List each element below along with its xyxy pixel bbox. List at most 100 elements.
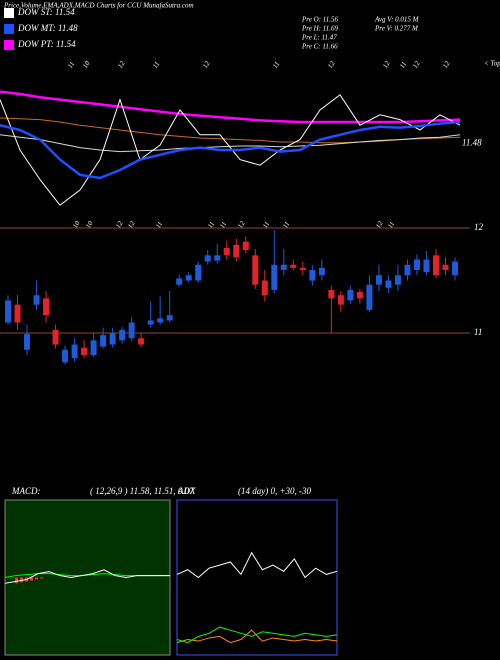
candle-body <box>195 264 202 281</box>
adx-label: ADX <box>177 486 196 496</box>
candle-body <box>157 318 164 323</box>
candle-body <box>413 259 420 270</box>
candle-body <box>261 280 268 296</box>
date-label: 12 <box>201 59 212 69</box>
date-label: 11 <box>151 60 161 70</box>
info-text: Pre L: 11.47 <box>301 34 337 42</box>
candle-body <box>404 264 411 276</box>
date-label: 12 <box>441 59 452 69</box>
y-tick-label: 11 <box>474 327 482 337</box>
date-label: 12 <box>236 219 247 229</box>
histogram-bar <box>15 577 18 584</box>
candle-body <box>394 275 401 285</box>
legend-swatch <box>4 24 14 34</box>
legend-label: DOW PT: 11.54 <box>17 39 76 49</box>
candle-body <box>90 340 97 356</box>
date-label: 10 <box>84 219 95 229</box>
candle-body <box>385 280 392 288</box>
info-text: Pre H: 11.69 <box>301 25 338 33</box>
page-title: Price,Volume,EMA,ADX,MACD Charts for CCU… <box>3 2 194 10</box>
info-text: Pre V: 0.277 M <box>374 25 419 33</box>
candle-body <box>204 255 211 262</box>
candle-body <box>271 264 278 290</box>
date-label: 12 <box>374 219 385 229</box>
candle-body <box>176 278 183 285</box>
candle-body <box>375 275 382 285</box>
date-label: 12 <box>116 59 127 69</box>
candle-body <box>5 300 11 323</box>
candle-body <box>290 264 297 268</box>
legend-swatch <box>4 40 14 50</box>
candle-body <box>166 315 173 321</box>
date-label: 11 <box>218 220 228 230</box>
candle-body <box>43 298 50 316</box>
date-label: 11 <box>154 220 164 230</box>
candle-body <box>318 267 325 276</box>
candle-body <box>100 335 107 347</box>
series-line <box>0 134 461 153</box>
candle-body <box>347 289 354 301</box>
candle-body <box>452 261 458 276</box>
date-label: 11 <box>66 60 76 70</box>
candle-body <box>119 329 126 341</box>
candle-body <box>356 292 363 299</box>
date-label: 11 <box>261 220 271 230</box>
date-label: 12 <box>114 219 125 229</box>
candle-body <box>128 322 135 339</box>
candle-body <box>214 255 221 261</box>
macd-params: ( 12,26,9 ) 11.58, 11.51, 0.07 <box>90 486 194 496</box>
date-label: 11 <box>281 220 291 230</box>
candle-body <box>366 284 373 310</box>
date-label: 12 <box>326 59 337 69</box>
candle-body <box>328 289 335 299</box>
series-line <box>0 90 461 124</box>
histogram-bar <box>30 577 33 581</box>
adx-params: (14 day) 0, +30, -30 <box>238 486 312 496</box>
series-line <box>0 94 461 206</box>
date-label: 11 <box>398 60 408 70</box>
candle-body <box>138 338 145 345</box>
series-line <box>176 626 338 644</box>
candle-body <box>252 255 259 285</box>
candle-body <box>233 244 240 258</box>
date-label: 12 <box>126 219 137 229</box>
candle-body <box>71 344 78 359</box>
series-line <box>176 551 338 579</box>
candle-body <box>223 247 230 256</box>
info-text: Avg V: 0.015 M <box>374 16 420 24</box>
legend-swatch <box>4 8 14 18</box>
series-line <box>0 120 461 180</box>
candle-body <box>24 334 31 350</box>
histogram-bar <box>40 577 43 579</box>
candle-body <box>14 304 21 323</box>
candle-body <box>309 270 316 281</box>
candle-body <box>280 264 287 270</box>
info-text: Pre O: 11.56 <box>301 16 338 24</box>
candle-body <box>423 259 430 273</box>
date-label: 10 <box>81 59 92 69</box>
candle-body <box>432 255 439 276</box>
date-label: 12 <box>381 59 392 69</box>
candle-body <box>81 347 88 356</box>
macd-label: MACD: <box>11 486 41 496</box>
series-line <box>0 117 461 144</box>
info-text: Pre C: 11.66 <box>301 43 338 51</box>
candle-body <box>185 275 192 281</box>
date-label: 11 <box>271 60 281 70</box>
annotation: < Tops <box>484 60 500 68</box>
candle-body <box>337 295 344 305</box>
candle-body <box>442 264 449 270</box>
candle-body <box>147 320 154 325</box>
candle-body <box>33 295 40 305</box>
date-label: 11 <box>386 220 396 230</box>
candle-body <box>299 267 306 270</box>
legend-label: DOW ST: 11.54 <box>17 7 75 17</box>
panel-background <box>176 499 338 656</box>
series-line <box>4 569 170 584</box>
histogram-bar <box>35 577 38 580</box>
candle-body <box>242 241 249 251</box>
legend-label: DOW MT: 11.48 <box>17 23 78 33</box>
candle-body <box>62 349 69 363</box>
date-label: 10 <box>71 219 82 229</box>
